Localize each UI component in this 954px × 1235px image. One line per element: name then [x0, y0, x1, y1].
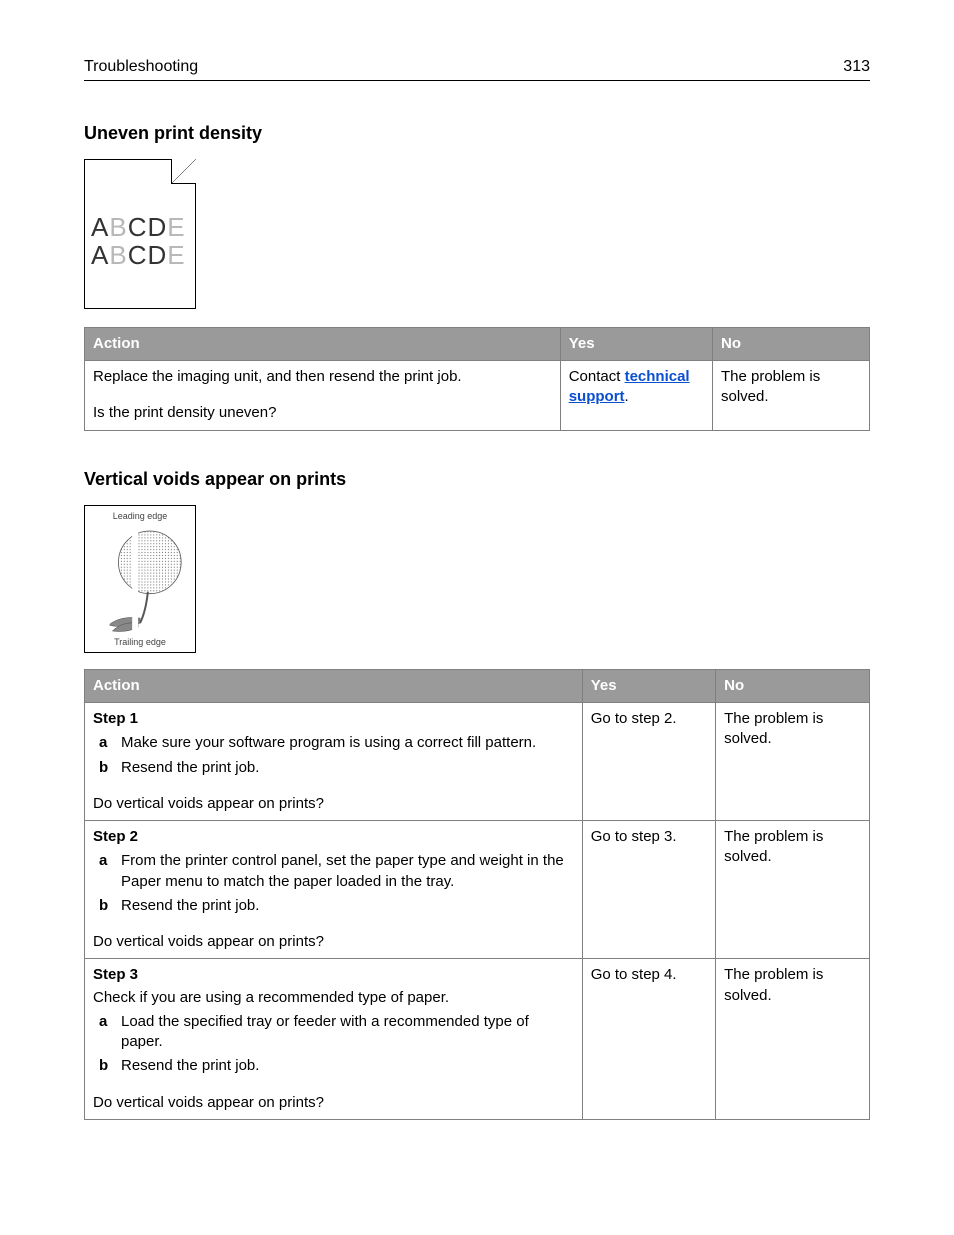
table-header-row: Action Yes No	[85, 669, 870, 702]
dogear-icon	[171, 159, 196, 184]
cell-no: The problem is solved.	[716, 703, 870, 821]
cell-action: Step 1 aMake sure your software program i…	[85, 703, 583, 821]
action-question: Do vertical voids appear on prints?	[93, 932, 574, 952]
uneven-density-figure: ABCDE ABCDE	[84, 159, 196, 309]
section-name: Troubleshooting	[84, 56, 198, 78]
vertical-voids-figure: Leading edge Trailing edge	[84, 505, 196, 653]
step-list: aLoad the specified tray or feeder with …	[93, 1012, 574, 1077]
list-marker: a	[93, 733, 121, 753]
cell-action: Step 3 Check if you are using a recommend…	[85, 959, 583, 1120]
list-item: bResend the print job.	[93, 896, 574, 916]
action-question: Do vertical voids appear on prints?	[93, 794, 574, 814]
section2-title: Vertical voids appear on prints	[84, 467, 870, 491]
table-header-row: Action Yes No	[85, 327, 870, 360]
list-text: Make sure your software program is using…	[121, 733, 536, 753]
action-text: Replace the imaging unit, and then resen…	[93, 367, 552, 387]
table-vertical-voids: Action Yes No Step 1aMake sure your soft…	[84, 669, 870, 1120]
trailing-edge-label: Trailing edge	[85, 636, 195, 648]
figure1-line2: ABCDE	[91, 238, 186, 273]
cell-yes: Contact technical support.	[560, 361, 712, 431]
cell-yes: Go to step 2.	[582, 703, 715, 821]
step-label: Step 2	[93, 827, 574, 847]
list-marker: a	[93, 851, 121, 892]
step-label: Step 1	[93, 709, 574, 729]
list-item: aMake sure your software program is usin…	[93, 733, 574, 753]
table-row: Step 3 Check if you are using a recommend…	[85, 959, 870, 1120]
col-action: Action	[85, 669, 583, 702]
flower-illustration	[91, 524, 189, 634]
table-uneven-density: Action Yes No Replace the imaging unit, …	[84, 327, 870, 431]
col-no: No	[712, 327, 869, 360]
yes-pre: Contact	[569, 368, 625, 385]
step-pretext: Check if you are using a recommended typ…	[93, 988, 574, 1008]
list-marker: b	[93, 896, 121, 916]
list-item: aFrom the printer control panel, set the…	[93, 851, 574, 892]
cell-action: Step 2 aFrom the printer control panel, s…	[85, 821, 583, 959]
list-marker: b	[93, 758, 121, 778]
cell-yes: Go to step 3.	[582, 821, 715, 959]
list-text: Resend the print job.	[121, 1056, 259, 1076]
list-item: bResend the print job.	[93, 1056, 574, 1076]
action-question: Is the print density uneven?	[93, 403, 552, 423]
col-action: Action	[85, 327, 561, 360]
action-question: Do vertical voids appear on prints?	[93, 1093, 574, 1113]
cell-action: Replace the imaging unit, and then resen…	[85, 361, 561, 431]
list-marker: b	[93, 1056, 121, 1076]
list-text: Load the specified tray or feeder with a…	[121, 1012, 574, 1053]
cell-no: The problem is solved.	[716, 821, 870, 959]
cell-no: The problem is solved.	[716, 959, 870, 1120]
table-row: Step 1 aMake sure your software program i…	[85, 703, 870, 821]
step-list: aFrom the printer control panel, set the…	[93, 851, 574, 916]
list-text: From the printer control panel, set the …	[121, 851, 574, 892]
list-marker: a	[93, 1012, 121, 1053]
list-text: Resend the print job.	[121, 758, 259, 778]
col-yes: Yes	[582, 669, 715, 702]
col-no: No	[716, 669, 870, 702]
list-item: aLoad the specified tray or feeder with …	[93, 1012, 574, 1053]
yes-post: .	[625, 388, 629, 405]
section1-title: Uneven print density	[84, 121, 870, 145]
step-list: aMake sure your software program is usin…	[93, 733, 574, 778]
page-number: 313	[843, 56, 870, 78]
running-header: Troubleshooting 313	[84, 56, 870, 81]
col-yes: Yes	[560, 327, 712, 360]
table-row: Replace the imaging unit, and then resen…	[85, 361, 870, 431]
list-item: bResend the print job.	[93, 758, 574, 778]
table-row: Step 2 aFrom the printer control panel, s…	[85, 821, 870, 959]
cell-no: The problem is solved.	[712, 361, 869, 431]
cell-yes: Go to step 4.	[582, 959, 715, 1120]
list-text: Resend the print job.	[121, 896, 259, 916]
leading-edge-label: Leading edge	[85, 510, 195, 522]
page: Troubleshooting 313 Uneven print density…	[0, 0, 954, 1235]
step-label: Step 3	[93, 965, 574, 985]
